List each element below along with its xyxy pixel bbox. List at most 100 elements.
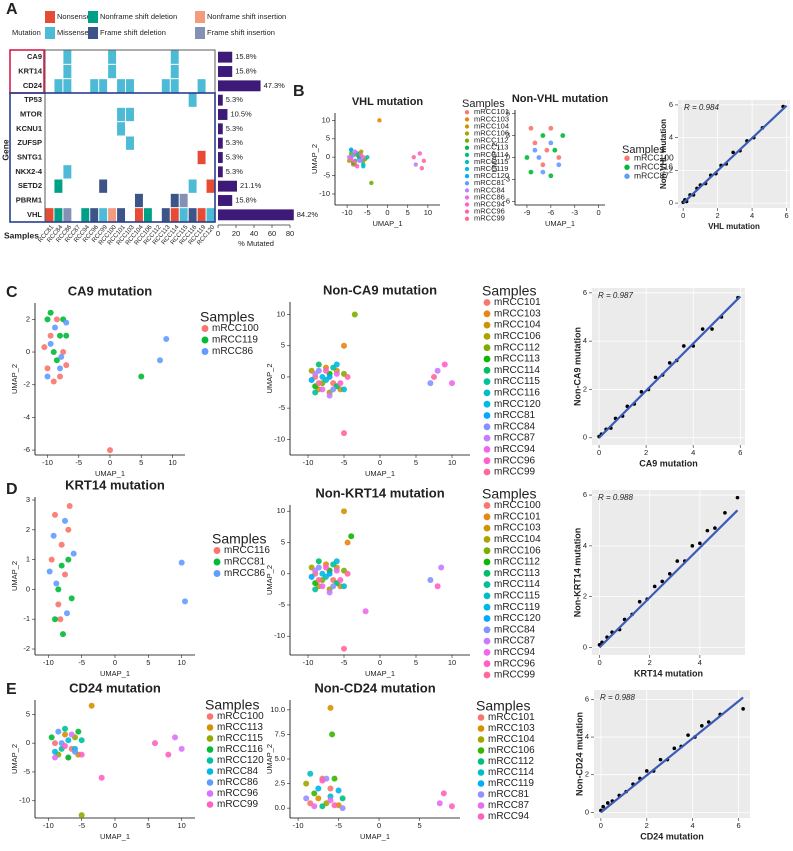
point bbox=[62, 731, 68, 738]
point bbox=[62, 725, 68, 732]
legend-title: Mutation bbox=[12, 28, 41, 37]
y-tick-label: 0 bbox=[506, 152, 510, 161]
y-tick-label: 2 bbox=[583, 592, 587, 601]
x-axis-label: UMAP_1 bbox=[360, 832, 390, 841]
mutation-cell bbox=[188, 93, 197, 107]
mutation-cell bbox=[161, 208, 170, 222]
legend-label: mRCC120 bbox=[494, 613, 541, 624]
point bbox=[540, 133, 546, 138]
legend-marker bbox=[201, 336, 209, 344]
legend-title: Samples bbox=[482, 486, 536, 502]
y-tick-label: 10 bbox=[322, 115, 330, 124]
point bbox=[107, 447, 113, 454]
legend-label: mRCC87 bbox=[494, 636, 536, 647]
panel-label: E bbox=[6, 681, 17, 698]
point bbox=[55, 601, 62, 608]
x-tick-label: 10 bbox=[448, 458, 456, 467]
legend-marker bbox=[464, 131, 470, 136]
bar bbox=[218, 51, 233, 63]
point bbox=[57, 332, 63, 339]
point bbox=[57, 365, 63, 372]
point bbox=[700, 327, 705, 331]
point bbox=[78, 737, 85, 744]
point bbox=[311, 803, 318, 810]
mutation-cell bbox=[63, 50, 72, 64]
legend-label: mRCC101 bbox=[474, 107, 509, 116]
legend-label: mRCC94 bbox=[488, 811, 530, 822]
mutation-cell bbox=[117, 107, 126, 122]
point bbox=[544, 147, 550, 153]
legend-label: mRCC113 bbox=[494, 354, 540, 365]
legend-label: mRCC84 bbox=[494, 421, 536, 432]
point bbox=[339, 805, 346, 812]
point bbox=[41, 344, 48, 351]
x-tick-label: 0 bbox=[377, 821, 381, 830]
x-tick-label: 6 bbox=[738, 448, 742, 457]
legend-marker bbox=[206, 779, 214, 786]
y-axis-label: Gene bbox=[0, 139, 10, 161]
panel-label: C bbox=[6, 284, 18, 301]
legend-marker bbox=[464, 209, 470, 214]
y-tick-label: 0 bbox=[281, 569, 285, 578]
point bbox=[68, 731, 75, 738]
mutation-cell bbox=[126, 107, 134, 122]
point bbox=[436, 800, 443, 807]
legend-label: Frame shift deletion bbox=[100, 28, 166, 37]
x-tick-label: 5 bbox=[414, 458, 418, 467]
y-tick-label: 2 bbox=[669, 165, 673, 174]
legend-marker bbox=[477, 714, 485, 721]
x-axis-label: UMAP_1 bbox=[365, 469, 395, 478]
x-tick-label: -5 bbox=[341, 658, 348, 667]
mutation-cell bbox=[108, 50, 117, 64]
legend-label: mRCC100 bbox=[494, 500, 541, 511]
legend-label: mRCC112 bbox=[488, 756, 534, 767]
legend-marker bbox=[213, 558, 221, 566]
legend-label: mRCC84 bbox=[494, 624, 536, 635]
point bbox=[60, 349, 67, 356]
legend-label: mRCC115 bbox=[474, 157, 508, 166]
y-tick-label: 10 bbox=[277, 506, 285, 515]
point bbox=[341, 430, 347, 437]
point bbox=[723, 511, 727, 515]
point bbox=[667, 361, 672, 365]
x-tick-label: 5 bbox=[146, 658, 150, 667]
legend-title: Samples bbox=[482, 283, 536, 299]
point bbox=[329, 731, 336, 738]
x-tick-label: -10 bbox=[293, 821, 304, 830]
mutation-cell bbox=[197, 208, 206, 222]
legend-marker bbox=[483, 423, 491, 431]
legend-marker bbox=[464, 145, 470, 150]
y-tick-label: 1 bbox=[26, 555, 30, 564]
legend-marker bbox=[483, 524, 491, 532]
y-tick-label: 5 bbox=[326, 134, 330, 143]
legend-label: mRCC101 bbox=[494, 297, 541, 308]
mutation-cell bbox=[134, 193, 143, 208]
bar-label: 84.2% bbox=[297, 210, 319, 219]
bar-label: 5.3% bbox=[226, 95, 243, 104]
y-tick-label: 4 bbox=[583, 336, 587, 345]
mutation-cell bbox=[63, 64, 72, 79]
point bbox=[352, 159, 357, 164]
annotation: R = 0.984 bbox=[684, 103, 719, 112]
x-tick-label: 4 bbox=[691, 821, 695, 830]
point bbox=[53, 316, 60, 323]
gene-label: KRT14 bbox=[18, 66, 43, 75]
legend-label: mRCC84 bbox=[217, 766, 259, 777]
x-axis-label: UMAP_1 bbox=[95, 469, 125, 478]
x-tick-label: 0 bbox=[113, 658, 117, 667]
bar bbox=[218, 66, 233, 77]
bar-label: 5.3% bbox=[226, 124, 243, 133]
point bbox=[308, 573, 315, 580]
legend-marker bbox=[483, 389, 491, 397]
point bbox=[686, 733, 690, 737]
point bbox=[178, 745, 185, 752]
x-tick-label: 10 bbox=[424, 208, 432, 217]
legend-marker bbox=[483, 649, 491, 656]
point bbox=[78, 751, 85, 758]
point bbox=[330, 583, 337, 590]
y-tick-label: 6 bbox=[583, 490, 587, 499]
x-tick-label: 60 bbox=[268, 229, 276, 238]
point bbox=[46, 568, 53, 575]
x-tick-label: 20 bbox=[232, 229, 240, 238]
legend-label: mRCC119 bbox=[488, 778, 534, 789]
